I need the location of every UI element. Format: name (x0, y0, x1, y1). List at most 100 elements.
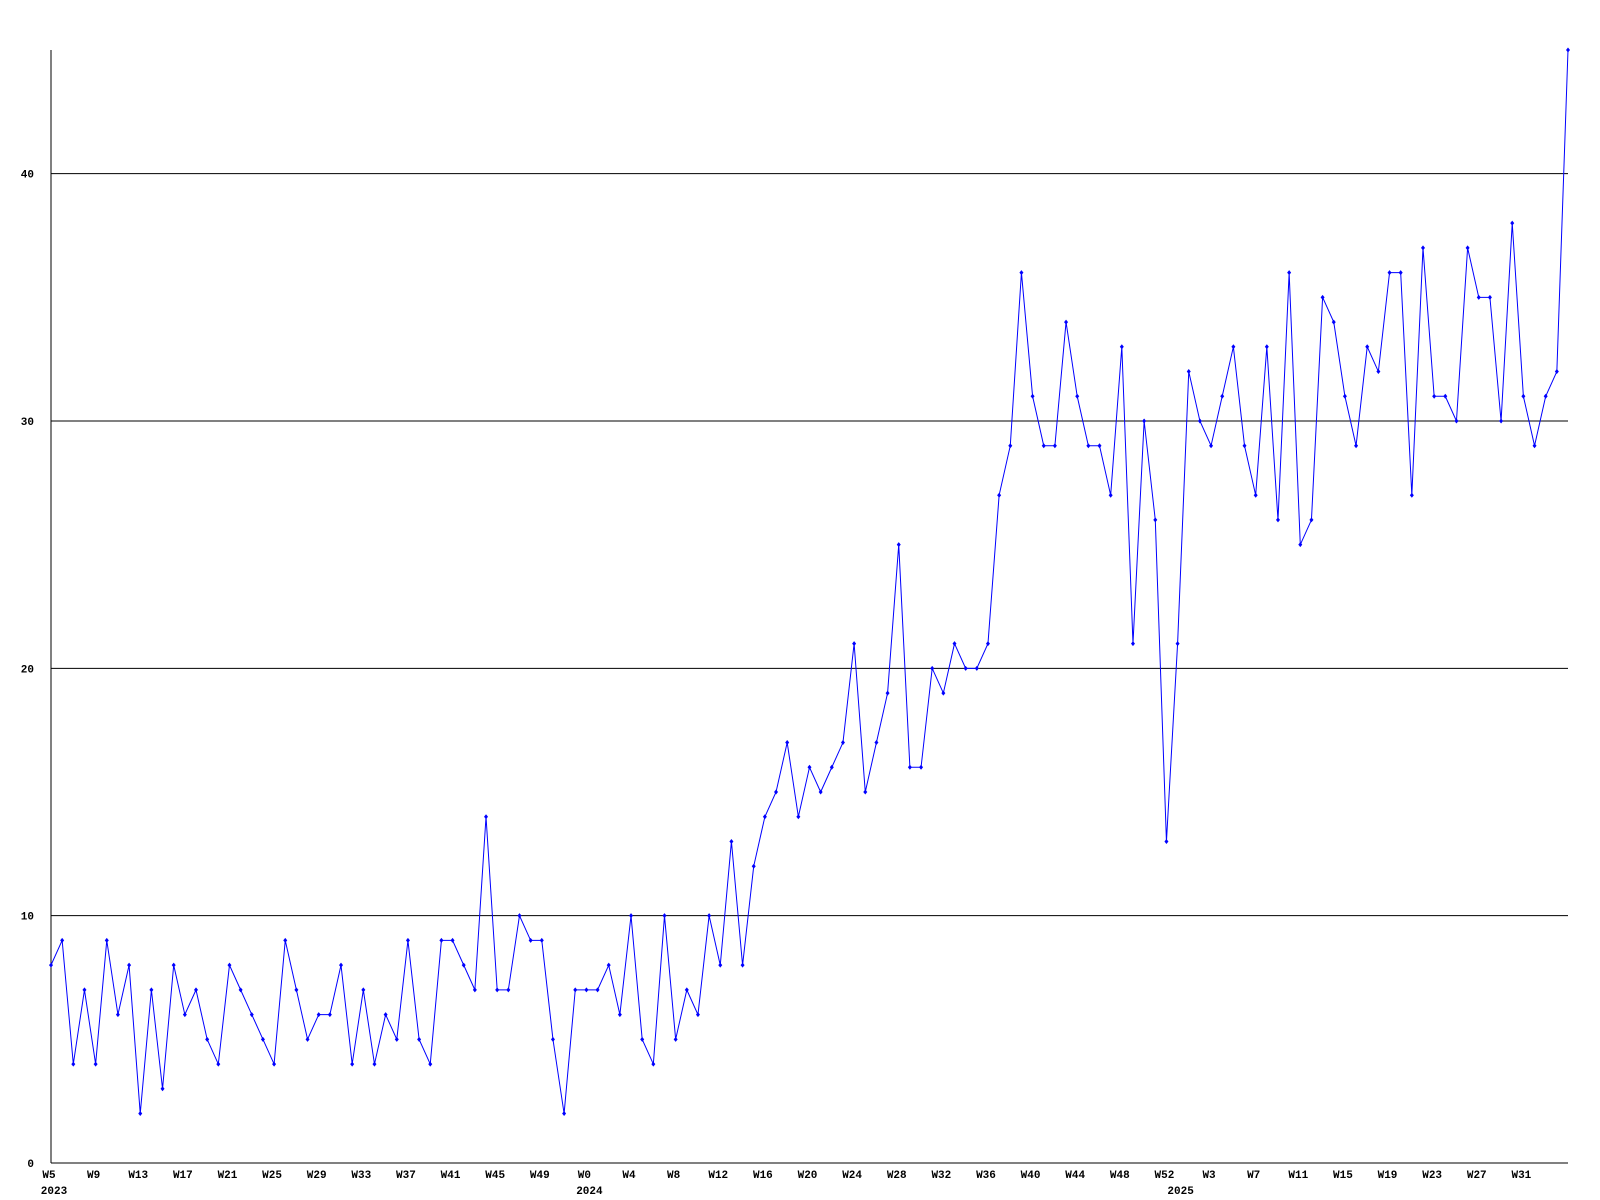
data-point (160, 1086, 165, 1092)
data-point (1365, 344, 1370, 350)
year-label: 2024 (576, 1186, 603, 1198)
y-tick-label: 30 (21, 417, 34, 429)
x-tick-label: W33 (351, 1170, 371, 1182)
x-tick-label: W15 (1333, 1170, 1353, 1182)
data-point (1075, 393, 1080, 399)
data-point (963, 665, 968, 671)
x-tick-label: W21 (218, 1170, 238, 1182)
data-point (1443, 393, 1448, 399)
data-point (1030, 393, 1035, 399)
x-tick-label: W8 (667, 1170, 681, 1182)
data-point (1387, 270, 1392, 276)
x-tick-label: W0 (578, 1170, 591, 1182)
data-point (751, 863, 756, 869)
x-tick-label: W3 (1202, 1170, 1216, 1182)
x-tick-label: W19 (1378, 1170, 1398, 1182)
data-point (283, 937, 288, 943)
data-point (1108, 492, 1113, 498)
data-point (316, 1012, 321, 1018)
x-tick-label: W16 (753, 1170, 773, 1182)
data-point (49, 962, 53, 968)
data-point (205, 1036, 210, 1042)
data-point (294, 987, 299, 993)
x-tick-label: W52 (1155, 1170, 1175, 1182)
x-tick-label: W41 (441, 1170, 461, 1182)
data-point (952, 641, 957, 647)
x-tick-label: W25 (262, 1170, 282, 1182)
data-point (428, 1061, 433, 1067)
data-point (439, 937, 444, 943)
x-tick-label: W20 (798, 1170, 818, 1182)
data-point (272, 1061, 277, 1067)
data-point (350, 1061, 355, 1067)
data-point (394, 1036, 399, 1042)
x-tick-label: W7 (1247, 1170, 1260, 1182)
data-point (93, 1061, 98, 1067)
data-point (383, 1012, 388, 1018)
x-tick-label: W12 (708, 1170, 728, 1182)
data-point (707, 913, 712, 919)
data-point (584, 987, 589, 993)
data-line (50, 49, 1569, 1114)
data-point (606, 962, 611, 968)
data-point (1086, 443, 1091, 449)
data-point (528, 937, 533, 943)
x-tick-label: W32 (931, 1170, 951, 1182)
data-point (82, 987, 87, 993)
x-tick-label: W13 (128, 1170, 148, 1182)
data-point (562, 1111, 567, 1117)
data-point (1119, 344, 1124, 350)
data-point (1521, 393, 1526, 399)
y-tick-label: 0 (27, 1159, 34, 1171)
data-point (104, 937, 109, 943)
data-point (506, 987, 511, 993)
data-point (1153, 517, 1158, 523)
data-point (974, 665, 979, 671)
data-point (673, 1036, 678, 1042)
x-tick-label: W44 (1065, 1170, 1085, 1182)
data-point (171, 962, 176, 968)
data-point (1142, 418, 1147, 424)
data-point (1164, 838, 1169, 844)
data-point (115, 1012, 120, 1018)
x-tick-label: W4 (622, 1170, 636, 1182)
data-point (1354, 443, 1359, 449)
data-point (907, 764, 912, 770)
data-point (796, 814, 801, 820)
data-point (840, 740, 845, 746)
data-point (138, 1111, 143, 1117)
data-point (1499, 418, 1504, 424)
x-tick-label: W5 (42, 1170, 56, 1182)
data-point (405, 937, 410, 943)
data-point (1320, 294, 1325, 300)
data-point (1242, 443, 1247, 449)
data-point (595, 987, 600, 993)
data-point (1186, 369, 1191, 375)
data-point (718, 962, 723, 968)
data-point (461, 962, 466, 968)
data-point (818, 789, 823, 795)
data-point (1376, 369, 1381, 375)
x-tick-label: W36 (976, 1170, 996, 1182)
data-point (896, 542, 901, 548)
data-point (372, 1061, 377, 1067)
year-label: 2025 (1167, 1186, 1194, 1198)
data-point (941, 690, 946, 696)
data-point (1566, 47, 1570, 53)
data-point (450, 937, 455, 943)
data-point (852, 641, 857, 647)
data-point (985, 641, 990, 647)
data-point (1342, 393, 1347, 399)
data-point (1409, 492, 1414, 498)
data-point (71, 1061, 76, 1067)
data-point (539, 937, 544, 943)
data-point (1197, 418, 1202, 424)
y-tick-label: 40 (21, 170, 34, 182)
x-tick-label: W9 (87, 1170, 100, 1182)
data-point (1487, 294, 1492, 300)
data-point (863, 789, 868, 795)
data-point (1052, 443, 1057, 449)
data-point (919, 764, 924, 770)
data-point (1298, 542, 1303, 548)
